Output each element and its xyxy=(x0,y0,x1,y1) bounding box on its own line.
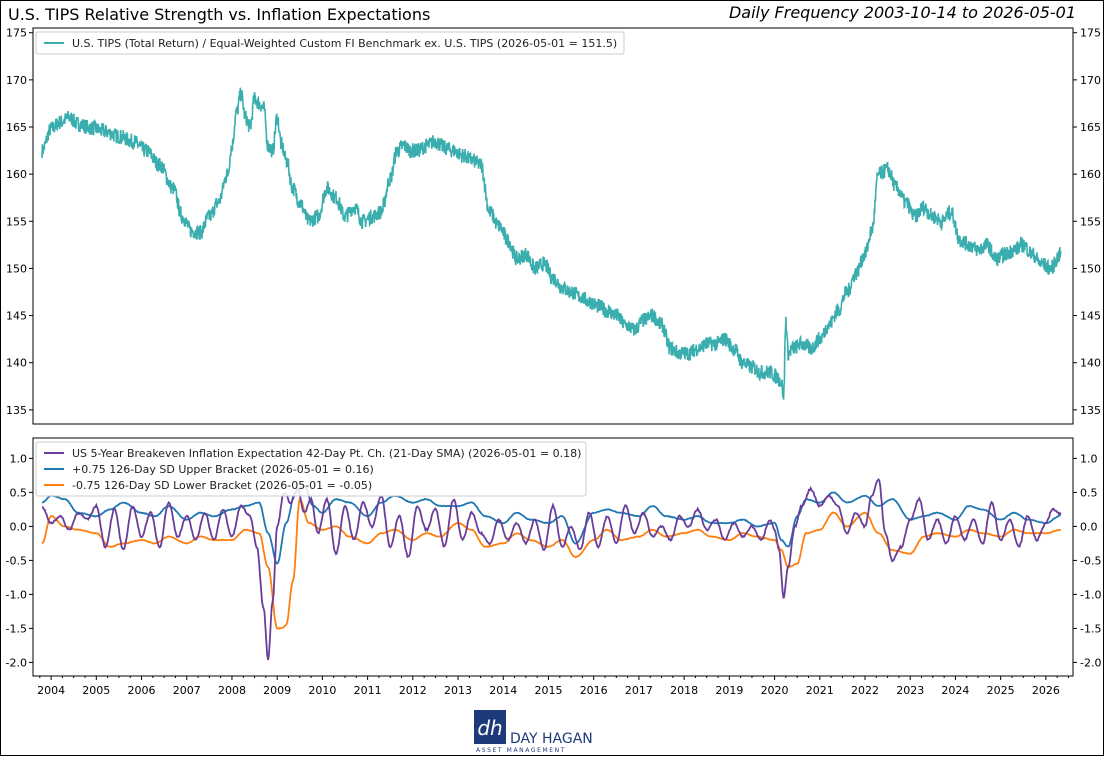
top-ytick-label-left: 145 xyxy=(6,310,27,323)
xtick-label: 2021 xyxy=(806,684,834,697)
bottom-ytick-label-right: -0.5 xyxy=(1080,554,1101,567)
top-ytick-label-right: 155 xyxy=(1080,215,1101,228)
top-ytick-label-right: 135 xyxy=(1080,404,1101,417)
svg-text:dh: dh xyxy=(477,716,502,740)
lower-bracket-line xyxy=(41,497,1061,630)
top-legend: U.S. TIPS (Total Return) / Equal-Weighte… xyxy=(35,31,625,55)
xtick-label: 2009 xyxy=(263,684,291,697)
bottom-ytick-label-right: 0.0 xyxy=(1080,520,1098,533)
xtick-label: 2022 xyxy=(851,684,879,697)
top-ytick-label-left: 165 xyxy=(6,121,27,134)
xtick-label: 2015 xyxy=(534,684,562,697)
xtick-label: 2007 xyxy=(173,684,201,697)
xtick-label: 2023 xyxy=(896,684,924,697)
upper-bracket-line xyxy=(41,484,1061,565)
bottom-ytick-label-left: 0.0 xyxy=(10,520,28,533)
xtick-label: 2006 xyxy=(128,684,156,697)
legend-lower-label: -0.75 126-Day SD Lower Bracket (2026-05-… xyxy=(72,479,372,492)
bottom-ytick-label-left: 0.5 xyxy=(10,486,28,499)
xtick-label: 2010 xyxy=(308,684,336,697)
bottom-legend: US 5-Year Breakeven Inflation Expectatio… xyxy=(35,441,587,497)
bottom-panel-axes xyxy=(32,437,1074,677)
bottom-ytick-label-right: 1.0 xyxy=(1080,452,1098,465)
xtick-label: 2024 xyxy=(941,684,969,697)
legend-breakeven-label: US 5-Year Breakeven Inflation Expectatio… xyxy=(72,447,581,460)
xtick-label: 2018 xyxy=(670,684,698,697)
top-ytick-label-left: 155 xyxy=(6,215,27,228)
xtick-label: 2012 xyxy=(399,684,427,697)
svg-text:DAY HAGAN: DAY HAGAN xyxy=(510,731,593,747)
top-ytick-label-left: 175 xyxy=(6,27,27,40)
top-ytick-label-left: 150 xyxy=(6,262,27,275)
xtick-label: 2008 xyxy=(218,684,246,697)
xtick-label: 2011 xyxy=(354,684,382,697)
date-range-label: Daily Frequency 2003-10-14 to 2026-05-01 xyxy=(728,3,1076,22)
xtick-label: 2025 xyxy=(987,684,1015,697)
bottom-ytick-label-left: -2.0 xyxy=(6,656,27,669)
xtick-label: 2020 xyxy=(761,684,789,697)
xtick-label: 2005 xyxy=(82,684,110,697)
top-ytick-label-right: 145 xyxy=(1080,310,1101,323)
chart-title: U.S. TIPS Relative Strength vs. Inflatio… xyxy=(8,5,431,24)
bottom-ytick-label-left: -1.0 xyxy=(6,588,27,601)
top-ytick-label-left: 135 xyxy=(6,404,27,417)
top-ytick-label-left: 140 xyxy=(6,357,27,370)
xtick-label: 2014 xyxy=(489,684,517,697)
top-ytick-label-right: 150 xyxy=(1080,262,1101,275)
top-ytick-label-right: 165 xyxy=(1080,121,1101,134)
day-hagan-logo: dh DAY HAGAN ASSET MANAGEMENT xyxy=(474,710,604,754)
top-ytick-label-right: 140 xyxy=(1080,357,1101,370)
bottom-ytick-label-left: 1.0 xyxy=(10,452,28,465)
breakeven-line xyxy=(41,478,1062,661)
legend-upper-label: +0.75 126-Day SD Upper Bracket (2026-05-… xyxy=(72,463,374,476)
bottom-ytick-label-right: 0.5 xyxy=(1080,486,1098,499)
bottom-ytick-label-right: -1.0 xyxy=(1080,588,1101,601)
top-ytick-label-left: 160 xyxy=(6,168,27,181)
top-panel-axes xyxy=(32,27,1074,425)
bottom-ytick-label-left: -0.5 xyxy=(6,554,27,567)
xtick-label: 2017 xyxy=(625,684,653,697)
tips-relative-strength-line xyxy=(41,87,1062,400)
xtick-label: 2026 xyxy=(1032,684,1060,697)
xtick-label: 2019 xyxy=(715,684,743,697)
top-ytick-label-right: 170 xyxy=(1080,74,1101,87)
xtick-label: 2004 xyxy=(37,684,65,697)
svg-text:ASSET MANAGEMENT: ASSET MANAGEMENT xyxy=(476,747,566,754)
bottom-ytick-label-right: -2.0 xyxy=(1080,656,1101,669)
bottom-ytick-label-left: -1.5 xyxy=(6,622,27,635)
top-ytick-label-right: 160 xyxy=(1080,168,1101,181)
xtick-label: 2016 xyxy=(580,684,608,697)
top-ytick-label-right: 175 xyxy=(1080,27,1101,40)
legend-tips-label: U.S. TIPS (Total Return) / Equal-Weighte… xyxy=(72,37,617,50)
xtick-label: 2013 xyxy=(444,684,472,697)
top-ytick-label-left: 170 xyxy=(6,74,27,87)
bottom-ytick-label-right: -1.5 xyxy=(1080,622,1101,635)
logo-mark-icon xyxy=(474,710,506,744)
